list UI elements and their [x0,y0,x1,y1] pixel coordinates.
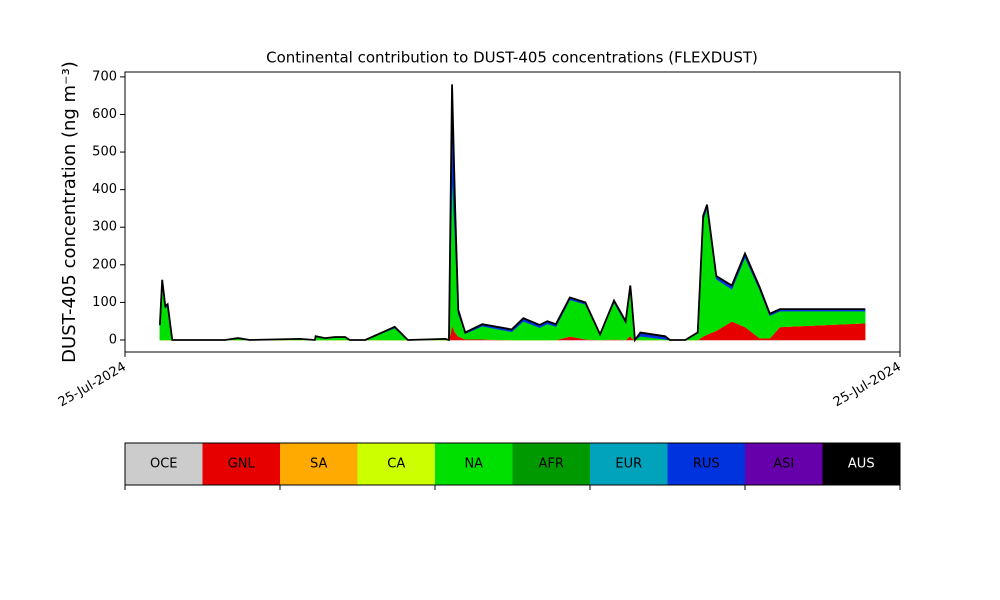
y-axis-label: DUST-405 concentration (ng m⁻³) [59,61,80,363]
legend-swatch [357,443,435,485]
y-tick-label: 100 [92,295,117,310]
y-tick-label: 600 [92,107,117,122]
legend-label: NA [464,457,483,472]
legend-label: AFR [539,457,564,472]
y-tick-label: 0 [109,332,117,347]
y-tick-label: 200 [92,257,117,272]
y-tick-label: 400 [92,182,117,197]
legend-label: CA [387,457,405,472]
legend-swatch [745,443,823,485]
legend-swatch [667,443,745,485]
y-tick-label: 500 [92,145,117,160]
chart-title: Continental contribution to DUST-405 con… [266,49,758,67]
y-tick-label: 700 [92,69,117,84]
legend-swatch [590,443,668,485]
legend-swatch [822,443,900,485]
legend-swatch [202,443,280,485]
plot-frame [124,71,901,353]
legend-swatch [512,443,590,485]
total-line [158,84,866,343]
legend-swatch [280,443,358,485]
legend-label: SA [310,457,327,472]
legend-frame [124,442,901,486]
legend-label: AUS [848,457,875,472]
legend-label: EUR [615,457,642,472]
legend-label: OCE [150,457,178,472]
x-tick-label: 25-Jul-2024 [831,360,904,411]
y-tick-label: 300 [92,220,117,235]
legend-swatch [125,443,203,485]
area [159,174,866,341]
legend-label: RUS [693,457,720,472]
legend-swatch [435,443,513,485]
x-tick-label: 25-Jul-2024 [56,360,129,411]
legend-label: GNL [228,457,256,472]
legend-label: ASI [773,457,794,472]
